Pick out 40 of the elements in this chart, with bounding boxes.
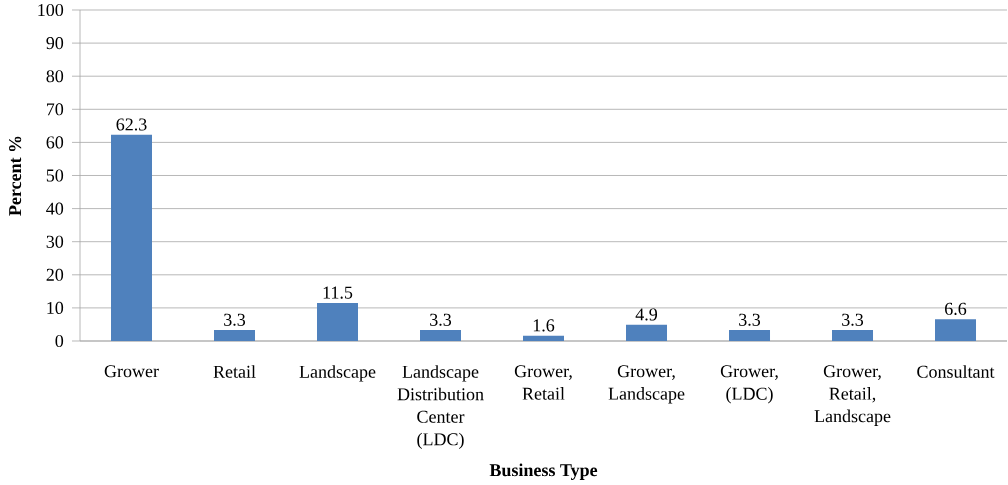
data-label: 1.6 [533,319,555,332]
x-tick-label: Grower, Retail, Landscape [814,365,891,426]
bar [729,330,771,341]
x-tick-label: Grower [104,365,159,378]
bar [832,330,874,341]
x-tick-label: Landscape Distribution Center (LDC) [397,365,484,450]
data-label: 62.3 [116,118,147,131]
data-label: 6.6 [945,302,967,315]
y-tick-label: 30 [46,235,64,248]
y-tick-label: 40 [46,202,64,215]
y-tick-label: 80 [46,70,64,83]
y-tick-label: 10 [47,301,64,314]
y-tick-label: 0 [55,334,64,348]
x-tick-label: Grower, (LDC) [720,365,778,404]
bar [626,324,668,341]
y-tick-label: 90 [46,37,64,50]
x-tick-label: Grower, Retail [514,365,572,400]
data-label: 11.5 [323,286,353,299]
x-tick-label: Retail [213,365,256,378]
x-tick-label: Grower, Landscape [608,365,685,404]
bar [523,335,565,341]
bar [420,330,462,341]
x-axis-title: Business Type [489,463,598,480]
y-tick-label: 70 [46,103,64,116]
y-tick-label: 100 [38,3,64,17]
data-label: 3.3 [739,313,761,326]
bar [111,134,152,341]
data-label: 3.3 [430,313,452,326]
y-tick-label: 20 [46,268,64,281]
data-label: 3.3 [842,313,864,326]
data-label: 4.9 [635,308,658,321]
x-tick-label: Consultant [917,365,995,378]
y-axis-title: Percent % [9,136,22,216]
bar [935,319,977,341]
bar [317,302,358,341]
y-tick-label: 60 [46,136,64,149]
y-tick-label: 50 [46,169,64,182]
x-tick-label: Landscape [299,365,376,382]
data-label: 3.3 [224,313,246,326]
bar [214,330,256,341]
